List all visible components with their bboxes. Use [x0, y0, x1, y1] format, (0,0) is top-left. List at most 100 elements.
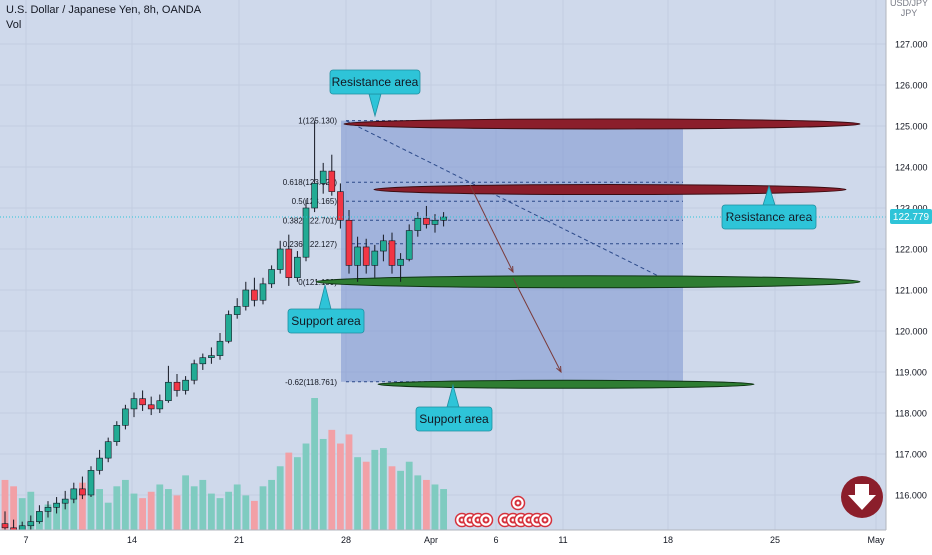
x-tick-label: 28	[341, 535, 351, 545]
economic-events[interactable]	[454, 495, 553, 528]
volume-bar	[208, 493, 215, 530]
volume-bar	[251, 500, 258, 530]
candle-body	[173, 381, 181, 391]
candle-body	[423, 217, 430, 225]
candle-body	[242, 289, 250, 307]
x-tick-label: 21	[234, 535, 244, 545]
candles	[1, 120, 447, 536]
candle-body	[259, 283, 267, 301]
volume-bar	[371, 449, 379, 530]
candle-body	[104, 441, 112, 459]
candle-body	[319, 170, 327, 184]
projection-arrow	[512, 277, 562, 373]
callout-resistance-top-text: Resistance area	[332, 75, 419, 89]
volume-bar	[104, 502, 112, 530]
callout-support-bottom[interactable]: Support area	[415, 383, 493, 432]
candle-body	[285, 248, 293, 279]
callout-resistance-right[interactable]: Resistance area	[721, 184, 817, 230]
candle-body	[113, 424, 121, 442]
callout-support-bottom-box	[415, 406, 493, 432]
price-axis-bg	[886, 0, 932, 550]
candle-body	[380, 240, 387, 252]
fib-level-label: 0.236(122.127)	[283, 240, 338, 249]
arrow-head	[556, 365, 562, 374]
volume-bar	[130, 493, 138, 530]
callout-resistance-top[interactable]: Resistance area	[329, 69, 421, 118]
candle-body	[225, 314, 232, 342]
candle-body	[1, 523, 9, 529]
currency-top-text: USD/JPY	[890, 0, 928, 8]
volume-bar	[87, 495, 95, 530]
candle-body	[371, 250, 379, 266]
sell-arrow-button[interactable]	[841, 476, 883, 518]
currency-label: USD/JPY JPY	[890, 0, 928, 18]
candle-body	[130, 398, 138, 410]
candle-body	[294, 256, 301, 279]
price-axis[interactable]: 116.000 117.000 118.000 119.000 120.000 121.0…	[885, 0, 932, 550]
candle-body	[199, 357, 207, 365]
fib-level-label: 0.618(123.629)	[283, 178, 338, 187]
candle-body	[156, 400, 164, 410]
projection-arrow	[469, 184, 514, 273]
x-tick-label: Apr	[424, 535, 438, 545]
volume-bar	[311, 398, 318, 530]
time-axis-bg	[0, 530, 886, 550]
candle-body	[276, 248, 284, 270]
volume-bar	[53, 502, 60, 530]
candle-body	[165, 381, 172, 402]
volume-bar	[242, 495, 250, 530]
callout-support-left[interactable]: Support area	[287, 284, 365, 334]
volume-bar	[431, 484, 439, 530]
zone-ellipses[interactable]	[315, 118, 861, 389]
candle-body	[61, 498, 69, 504]
candle-body	[362, 246, 370, 266]
volume-bar	[190, 486, 198, 530]
candle-body	[122, 408, 129, 426]
volume-bar	[405, 461, 413, 530]
last-price-badge: 122.779	[890, 209, 932, 224]
candle-body	[354, 246, 361, 266]
x-tick-label: 14	[127, 535, 137, 545]
volume-bar	[328, 429, 336, 530]
volume-bar	[10, 486, 17, 530]
volume-bar	[337, 443, 344, 530]
volume-bar	[113, 486, 121, 530]
event-flag-icon[interactable]	[510, 495, 526, 511]
fib-zone	[341, 120, 683, 382]
volume-bar	[165, 489, 172, 530]
volume-bar	[216, 498, 224, 530]
fib-level-label: 0.382(122.701)	[283, 216, 338, 225]
volume-bar	[414, 475, 422, 530]
event-flag-icon[interactable]	[478, 512, 494, 528]
y-tick-label: 122.000	[895, 245, 928, 255]
y-tick-label: 121.000	[895, 286, 928, 296]
candle-body	[440, 216, 447, 221]
fib-level-label: 1(125.130)	[298, 117, 337, 126]
x-tick-label: 7	[23, 535, 28, 545]
support-zone-bottom[interactable]	[377, 379, 755, 389]
callouts[interactable]: Resistance area Resistance area Support ar…	[287, 69, 817, 432]
candle-body	[431, 220, 439, 225]
fib-retracement[interactable]	[341, 120, 683, 382]
candle-body	[147, 404, 155, 410]
volume-indicator-label[interactable]: Vol	[6, 19, 22, 31]
fib-level-label: -0.62(118.761)	[285, 378, 337, 387]
callout-resistance-top-box	[329, 69, 421, 95]
time-axis[interactable]: 7 14 21 28 Apr 6 11 18 25 May	[0, 529, 886, 550]
volume-bar	[139, 498, 146, 530]
y-tick-label: 124.000	[895, 163, 928, 173]
support-zone-mid[interactable]	[315, 275, 861, 289]
symbol-title[interactable]: U.S. Dollar / Japanese Yen, 8h, OANDA	[6, 4, 202, 16]
volume-bar	[27, 491, 35, 530]
candle-body	[53, 502, 60, 508]
event-flag-icon[interactable]	[537, 512, 553, 528]
volume-bar	[294, 457, 301, 530]
callout-support-left-text: Support area	[291, 314, 361, 328]
x-tick-label: 11	[558, 535, 567, 545]
resistance-zone-top[interactable]	[343, 118, 861, 130]
volume-bar	[285, 452, 293, 530]
candle-body	[328, 170, 336, 192]
resistance-zone-mid[interactable]	[373, 184, 847, 196]
